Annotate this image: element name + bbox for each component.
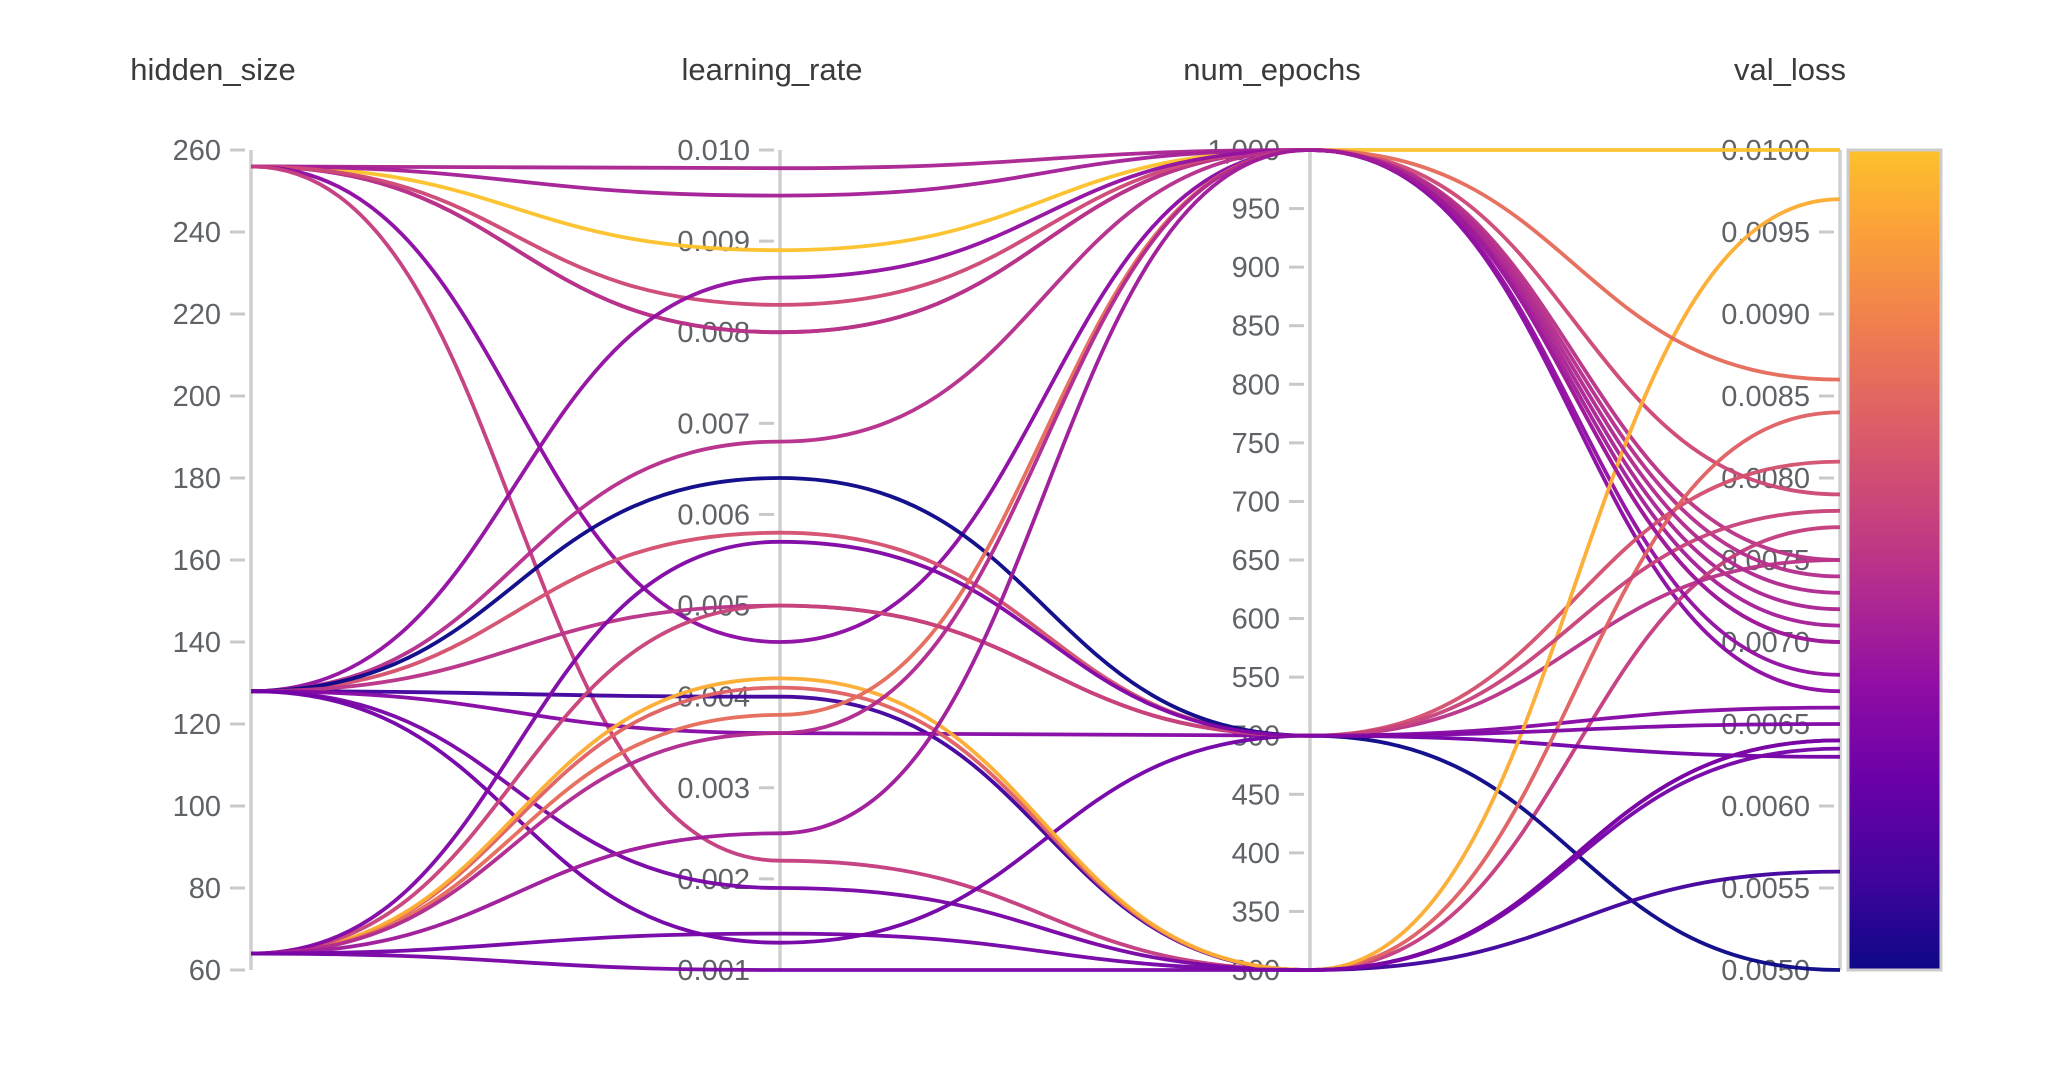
tick-label-num_epochs: 750: [1232, 428, 1280, 460]
tick-label-num_epochs: 850: [1232, 311, 1280, 343]
tick-label-num_epochs: 700: [1232, 486, 1280, 518]
run-curve-22[interactable]: [250, 148, 1841, 956]
tick-label-hidden_size: 60: [189, 955, 221, 987]
run-curve-1[interactable]: [250, 148, 1841, 612]
colorbar-gradient: [1846, 148, 1943, 972]
tick-label-hidden_size: 80: [189, 873, 221, 905]
tick-label-learning_rate: 0.003: [677, 773, 750, 805]
run-curve-0[interactable]: [250, 148, 1840, 253]
run-curve-21[interactable]: [250, 539, 1841, 956]
run-curve-19[interactable]: [250, 148, 1841, 956]
run-curve-23[interactable]: [250, 148, 1841, 956]
tick-label-num_epochs: 450: [1232, 779, 1280, 811]
axis-hidden_size[interactable]: 260 240 220 200 180 160 140 120 100 80 60: [173, 135, 253, 987]
run-curve-17[interactable]: [250, 410, 1841, 972]
run-curve-24[interactable]: [250, 746, 1841, 972]
tick-label-num_epochs: 800: [1232, 369, 1280, 401]
tick-label-learning_rate: 0.006: [677, 499, 750, 531]
run-curve-11[interactable]: [250, 476, 1841, 972]
run-curve-9[interactable]: [250, 148, 1841, 694]
run-curve-5[interactable]: [250, 148, 1841, 497]
run-curve-6[interactable]: [250, 148, 1841, 694]
tick-label-num_epochs: 600: [1232, 604, 1280, 636]
run-curve-10[interactable]: [250, 459, 1841, 738]
run-curve-18[interactable]: [250, 197, 1841, 972]
run-curve-2[interactable]: [250, 148, 1841, 628]
tick-label-val_loss: 0.0090: [1721, 299, 1810, 331]
tick-label-val_loss: 0.0085: [1721, 381, 1810, 413]
tick-label-hidden_size: 260: [173, 135, 221, 167]
run-curve-7[interactable]: [250, 164, 1841, 972]
tick-label-num_epochs: 350: [1232, 896, 1280, 928]
axis-title-learning-rate: learning_rate: [682, 52, 863, 87]
tick-label-hidden_size: 160: [173, 545, 221, 577]
run-curve-8[interactable]: [250, 148, 1841, 694]
tick-label-num_epochs: 950: [1232, 194, 1280, 226]
tick-label-num_epochs: 900: [1232, 252, 1280, 284]
tick-label-hidden_size: 240: [173, 217, 221, 249]
tick-label-hidden_size: 140: [173, 627, 221, 659]
axis-title-hidden-size: hidden_size: [130, 52, 295, 87]
tick-label-learning_rate: 0.010: [677, 135, 750, 167]
tick-label-num_epochs: 650: [1232, 545, 1280, 577]
colorbar-legend: [1846, 148, 1943, 972]
tick-label-hidden_size: 220: [173, 299, 221, 331]
run-curve-4[interactable]: [250, 148, 1841, 562]
tick-label-hidden_size: 120: [173, 709, 221, 741]
tick-label-learning_rate: 0.009: [677, 226, 750, 258]
run-curves[interactable]: [250, 148, 1841, 972]
run-curve-20[interactable]: [250, 508, 1841, 956]
run-curve-16[interactable]: [250, 689, 1841, 945]
run-curve-12[interactable]: [250, 689, 1841, 972]
tick-label-hidden_size: 200: [173, 381, 221, 413]
axis-num_epochs[interactable]: 1,00095090085080075070065060055050045040…: [1207, 135, 1312, 987]
axes-layer: 260 240 220 200 180 160 140 120 100 80 60 0.010 0.00…: [173, 135, 1842, 987]
run-curve-14[interactable]: [250, 689, 1841, 738]
axis-titles: hidden_size learning_rate num_epochs val…: [130, 52, 1846, 87]
tick-label-val_loss: 0.0060: [1721, 791, 1810, 823]
axis-title-num-epochs: num_epochs: [1183, 52, 1361, 87]
tick-label-learning_rate: 0.008: [677, 317, 750, 349]
axis-title-val-loss: val_loss: [1734, 52, 1846, 87]
tick-label-hidden_size: 180: [173, 463, 221, 495]
run-curve-25[interactable]: [250, 738, 1841, 972]
tick-label-hidden_size: 100: [173, 791, 221, 823]
tick-label-num_epochs: 550: [1232, 662, 1280, 694]
tick-label-val_loss: 0.0050: [1721, 955, 1810, 987]
tick-label-learning_rate: 0.007: [677, 408, 750, 440]
tick-label-num_epochs: 400: [1232, 838, 1280, 870]
